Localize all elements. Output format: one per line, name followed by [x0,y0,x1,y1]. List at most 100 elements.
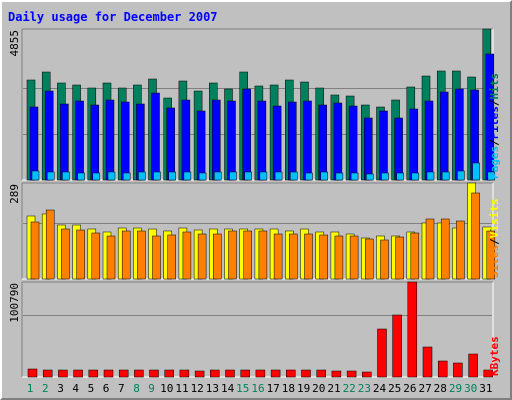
files-bar [424,100,434,181]
kbytes-bar [88,369,99,378]
sites-bar [334,235,344,280]
day-label: 12 [191,382,204,395]
usage-legend: Pages/Files/Hits [488,73,501,179]
sites-bar [486,230,496,280]
day-label: 2 [42,382,49,395]
pages-bar [381,172,389,181]
day-label: 28 [434,382,447,395]
day-label: 14 [221,382,235,395]
files-bar [120,101,130,181]
sites-bar [319,234,328,280]
kbytes-bar [407,281,418,378]
sites-bar [440,218,450,280]
usage-legend-item: Files [488,106,501,139]
sites-bar [395,236,404,280]
kbytes-bar [194,370,205,378]
kbytes-bar [301,369,311,378]
kbytes-bar [27,368,38,378]
day-label: 4 [72,382,79,395]
sites-bar [197,233,207,280]
sites-bar [152,235,161,280]
sites-bar [106,235,116,280]
day-label: 6 [103,382,110,395]
files-bar [227,100,236,181]
kbytes-bar [58,369,68,378]
files-bar [212,99,221,181]
x-axis-day-labels: 1 2 3 4 5 6 7 8 9 10 11 12 13 14 15 16 17 18 19 20 21 22 23 24 2… [27,382,493,395]
pages-bar [214,171,222,181]
sites-bar [425,218,435,280]
kbytes-bar [118,369,129,378]
files-bar [196,110,206,181]
pages-bar [290,171,298,181]
kbytes-bar [42,369,53,378]
kbytes-bar [73,369,83,378]
pages-bar [305,172,313,181]
pages-bar [259,171,268,181]
kbytes-bar [346,370,357,378]
files-bar [394,117,403,181]
kbytes-bar [377,328,387,378]
pages-bar [31,170,40,181]
sites-bar [410,232,420,280]
files-bar [272,105,282,181]
day-label: 16 [251,382,264,395]
files-bar [333,102,343,181]
files-bar [439,91,449,181]
sites-bar [76,229,85,280]
sites-bar [365,238,374,280]
kbytes-bar [468,353,478,378]
sites-bar [182,231,192,280]
sites-bar [471,192,480,280]
files-bar [151,92,160,181]
day-label: 8 [133,382,140,395]
sites-bar [349,235,359,280]
kbytes-bar [453,362,463,378]
files-bar [75,100,84,181]
kbytes-plot-area [22,282,493,377]
files-bar [318,104,327,181]
usage-legend-item: / [488,99,501,106]
sites-bar [456,220,465,280]
pages-bar [107,171,116,181]
pages-bar [92,172,101,181]
files-bar [90,104,100,181]
files-bar [288,101,297,181]
kbytes-bar [210,369,220,378]
files-bar [60,103,69,181]
kbytes-bar [225,369,235,378]
pages-bar [487,171,496,181]
day-label: 11 [175,382,188,395]
day-label: 29 [449,382,462,395]
day-label: 24 [373,382,387,395]
day-label: 9 [148,382,155,395]
sites-bar [91,232,101,280]
pages-bar [77,172,85,181]
visitors-legend-item: / [488,238,501,245]
sites-bar [258,230,268,280]
visitors-legend-item: Sites [488,245,501,278]
sites-bar [30,221,40,280]
pages-bar [244,171,252,181]
kbytes-legend: KBytes [488,336,501,376]
pages-bar [320,171,328,181]
usage-legend-item: / [488,139,501,146]
files-bar [166,107,175,181]
files-bar [44,90,54,181]
chart-title: Daily usage for December 2007 [8,10,218,24]
kbytes-bar [240,369,250,378]
pages-bar [46,171,55,181]
visitors-panel: 289 Sites/Visits [8,182,501,280]
pages-bar [198,172,207,181]
pages-bar [335,172,344,181]
day-label: 17 [267,382,280,395]
files-bar [257,100,267,181]
kbytes-bar [422,346,433,378]
day-label: 27 [418,382,431,395]
files-bar [105,99,115,181]
kbytes-bar [362,371,372,378]
pages-bar [62,171,70,181]
files-bar [242,88,251,181]
